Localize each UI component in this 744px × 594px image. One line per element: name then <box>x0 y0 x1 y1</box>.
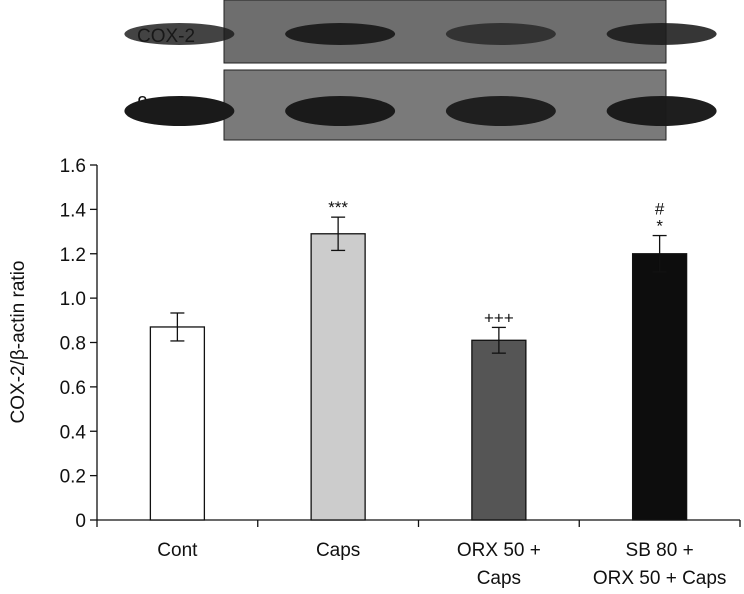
category-label: ORX 50 + Caps <box>593 568 727 589</box>
y-tick-label: 1.2 <box>60 245 86 266</box>
y-tick-label: 0 <box>75 511 86 532</box>
significance-marks: *** +++ #* <box>328 198 665 327</box>
category-label: SB 80 + <box>626 540 694 561</box>
category-label: Caps <box>316 540 360 561</box>
blot-row-cox2: COX-2 <box>124 0 717 64</box>
bar <box>471 339 527 521</box>
significance-mark: +++ <box>484 308 514 327</box>
y-tick-label: 0.8 <box>60 334 86 355</box>
blot-band <box>445 23 556 45</box>
bars <box>149 233 688 521</box>
bar-chart: COX-2/β-actin ratio 0 0.2 0.4 0.6 0.8 1.0 1.2 1… <box>8 156 741 589</box>
blot-band <box>285 23 396 45</box>
blot-band <box>445 96 556 126</box>
bar <box>149 326 206 521</box>
blot-bands-cox2 <box>124 23 717 45</box>
y-axis-ticks: 0 0.2 0.4 0.6 0.8 1.0 1.2 1.4 1.6 <box>60 156 97 532</box>
y-tick-label: 1.0 <box>60 289 86 310</box>
y-tick-label: 1.6 <box>60 156 86 177</box>
y-tick-label: 1.4 <box>60 200 87 221</box>
bar <box>631 253 688 521</box>
category-labels: Cont Caps ORX 50 + Caps SB 80 + ORX 50 + Caps <box>157 540 726 589</box>
blot-band <box>124 96 235 126</box>
blot-band <box>606 23 717 45</box>
western-blot: COX-2 β-actin <box>124 0 717 141</box>
significance-mark: * <box>656 217 663 236</box>
error-bars <box>170 216 667 354</box>
blot-bands-actin <box>124 96 717 126</box>
y-tick-label: 0.2 <box>60 467 86 488</box>
y-tick-label: 0.6 <box>60 378 86 399</box>
blot-band <box>124 23 235 45</box>
blot-row-actin: β-actin <box>124 69 717 141</box>
category-label: ORX 50 + <box>457 540 541 561</box>
y-tick-label: 0.4 <box>60 422 87 443</box>
category-label: Caps <box>477 568 521 589</box>
blot-band <box>606 96 717 126</box>
significance-mark: *** <box>328 198 348 217</box>
significance-mark: # <box>655 200 665 219</box>
bar <box>310 233 366 521</box>
blot-band <box>285 96 396 126</box>
x-axis-ticks <box>96 520 741 527</box>
y-axis-label: COX-2/β-actin ratio <box>8 261 29 424</box>
category-label: Cont <box>157 540 198 561</box>
